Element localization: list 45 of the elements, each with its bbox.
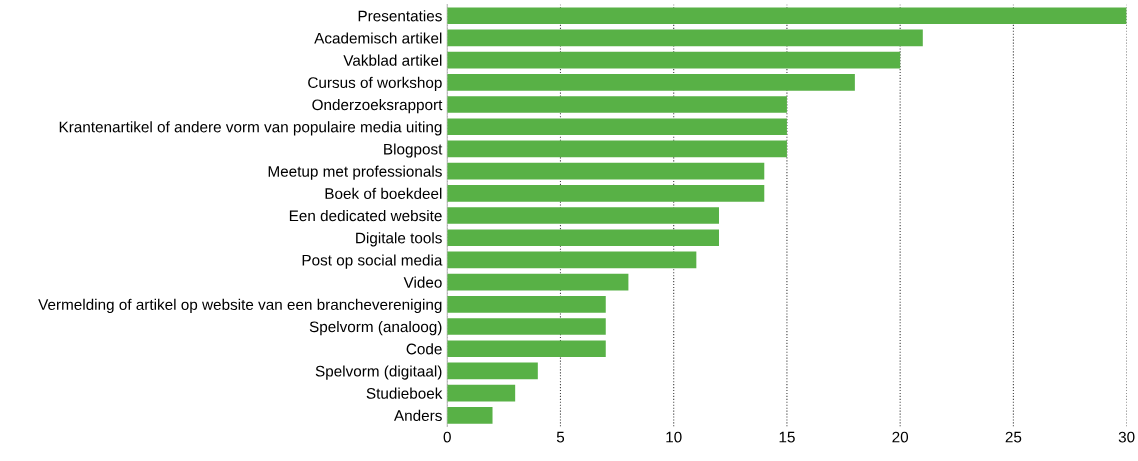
bar: [447, 162, 765, 180]
y-tick-label: Anders: [394, 409, 442, 422]
bar: [447, 118, 787, 136]
bar: [447, 7, 1127, 25]
bar: [447, 340, 606, 358]
y-tick-label: Academisch artikel: [314, 32, 442, 44]
y-tick-label: Post op social media: [302, 254, 443, 269]
bar: [447, 207, 719, 224]
y-tick-label: Studieboek: [366, 387, 443, 399]
bar: [447, 407, 493, 424]
bar: [447, 318, 606, 335]
y-tick-label: Presentaties: [358, 10, 442, 22]
bar: [447, 251, 697, 269]
x-tick-label: 0: [443, 431, 451, 443]
bar: [447, 229, 719, 247]
y-tick-label: Krantenartikel of andere vorm van populaire media uiting: [59, 121, 442, 136]
y-tick-label: Code: [406, 343, 442, 355]
x-tick-label: 20: [892, 431, 909, 443]
y-tick-label: Video: [403, 276, 442, 288]
bar: [447, 296, 606, 313]
y-tick-label: Meetup met professionals: [268, 165, 442, 180]
bar: [447, 73, 855, 91]
y-tick-label: Vakblad artikel: [343, 54, 442, 66]
x-tick-label: 30: [1118, 431, 1135, 443]
x-tick-label: 10: [666, 431, 682, 443]
y-tick-label: Vermelding of artikel op website van een branchevereniging: [38, 298, 442, 314]
bar: [447, 362, 538, 380]
bar: [447, 29, 923, 47]
y-tick-label: Cursus of workshop: [308, 76, 442, 92]
bar: [447, 96, 787, 113]
y-tick-label: Digitale tools: [356, 232, 442, 247]
bar: [447, 184, 765, 202]
x-tick-label: 15: [779, 431, 795, 443]
y-tick-label: Onderzoeksrapport: [312, 98, 443, 114]
x-tick-label: 25: [1005, 431, 1022, 443]
y-tick-label: Boek of boekdeel: [325, 187, 442, 199]
bar: [447, 140, 787, 158]
x-tick-label: 5: [556, 431, 565, 443]
y-tick-label: Een dedicated website: [289, 209, 442, 222]
y-tick-label: Spelvorm (digitaal): [315, 365, 442, 380]
bar: [447, 273, 629, 291]
y-tick-label: Spelvorm (analoog): [309, 320, 442, 336]
bar: [447, 384, 516, 402]
bar: [447, 51, 901, 69]
y-tick-label: Blogpost: [384, 143, 443, 158]
